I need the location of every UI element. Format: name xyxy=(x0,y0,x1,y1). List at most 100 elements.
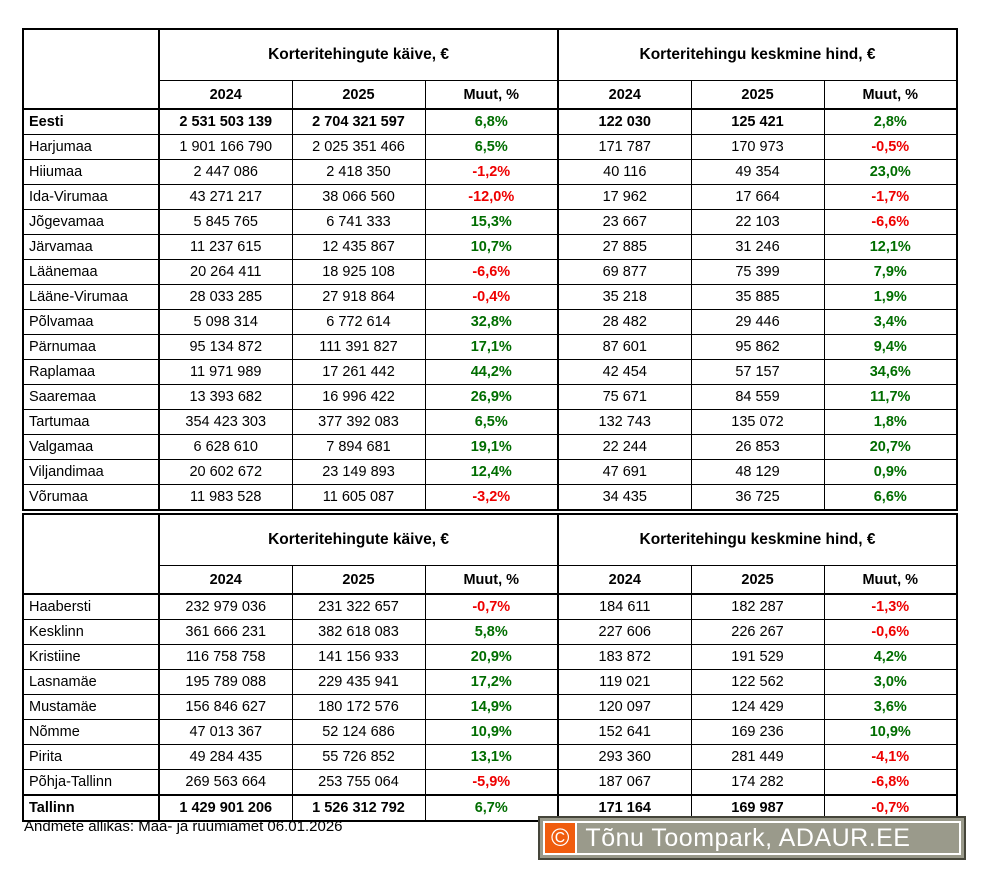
row-label: Tartumaa xyxy=(22,409,160,435)
price-2025-cell: 125 421 xyxy=(690,108,825,135)
turnover-change-cell: 10,7% xyxy=(424,234,560,260)
price-change-cell: 0,9% xyxy=(823,459,958,485)
price-2025-cell: 169 236 xyxy=(690,719,825,745)
turnover-2025-cell: 38 066 560 xyxy=(291,184,426,210)
table-row: Kristiine 116 758 758 141 156 933 20,9% 183 … xyxy=(22,644,958,670)
row-label: Jõgevamaa xyxy=(22,209,160,235)
turnover-2024-cell: 95 134 872 xyxy=(158,334,293,360)
price-group-header: Korteritehingu keskmine hind, € xyxy=(557,513,958,566)
price-change-cell: 23,0% xyxy=(823,159,958,185)
price-2025-cell: 48 129 xyxy=(690,459,825,485)
table-row: Valgamaa 6 628 610 7 894 681 19,1% 22 244 26 … xyxy=(22,434,958,460)
turnover-2025-cell: 2 025 351 466 xyxy=(291,134,426,160)
price-change-cell: 20,7% xyxy=(823,434,958,460)
price-2025-header: 2025 xyxy=(690,80,825,110)
table-row: Jõgevamaa 5 845 765 6 741 333 15,3% 23 667 22… xyxy=(22,209,958,235)
turnover-2025-cell: 231 322 657 xyxy=(291,593,426,620)
turnover-2024-cell: 361 666 231 xyxy=(158,619,293,645)
turnover-2025-cell: 180 172 576 xyxy=(291,694,426,720)
table-body: Haabersti 232 979 036 231 322 657 -0,7% 184 … xyxy=(22,593,958,822)
price-2025-cell: 170 973 xyxy=(690,134,825,160)
price-2024-cell: 35 218 xyxy=(557,284,692,310)
price-group-header: Korteritehingu keskmine hind, € xyxy=(557,28,958,81)
turnover-2024-cell: 195 789 088 xyxy=(158,669,293,695)
turnover-2024-header: 2024 xyxy=(158,80,293,110)
price-2024-cell: 184 611 xyxy=(557,593,692,620)
row-label: Lasnamäe xyxy=(22,669,160,695)
table-header: Korteritehingute käive, € Korteritehingu… xyxy=(22,513,958,595)
turnover-2024-cell: 20 264 411 xyxy=(158,259,293,285)
table-row: Hiiumaa 2 447 086 2 418 350 -1,2% 40 116 49 3… xyxy=(22,159,958,185)
price-change-cell: -0,5% xyxy=(823,134,958,160)
watermark-author-text: Tõnu Toompark, ADAUR.EE xyxy=(585,823,911,852)
turnover-change-cell: 17,1% xyxy=(424,334,560,360)
price-change-cell: 11,7% xyxy=(823,384,958,410)
turnover-2025-cell: 6 772 614 xyxy=(291,309,426,335)
turnover-change-cell: 20,9% xyxy=(424,644,560,670)
row-label: Kristiine xyxy=(22,644,160,670)
turnover-2025-cell: 52 124 686 xyxy=(291,719,426,745)
turnover-2024-cell: 11 971 989 xyxy=(158,359,293,385)
turnover-change-cell: -6,6% xyxy=(424,259,560,285)
year-header-row: 2024 2025 Muut, % 2024 2025 Muut, % xyxy=(23,565,958,595)
turnover-group-header: Korteritehingute käive, € xyxy=(158,28,560,81)
table-row: Saaremaa 13 393 682 16 996 422 26,9% 75 671 8… xyxy=(22,384,958,410)
turnover-2024-cell: 269 563 664 xyxy=(158,769,293,796)
year-header-row: 2024 2025 Muut, % 2024 2025 Muut, % xyxy=(23,80,958,110)
price-2024-cell: 69 877 xyxy=(557,259,692,285)
price-2024-cell: 28 482 xyxy=(557,309,692,335)
price-2025-cell: 122 562 xyxy=(690,669,825,695)
watermark-frame: © Tõnu Toompark, ADAUR.EE xyxy=(543,821,961,855)
price-2025-cell: 57 157 xyxy=(690,359,825,385)
price-2025-cell: 84 559 xyxy=(690,384,825,410)
row-label: Saaremaa xyxy=(22,384,160,410)
row-label: Harjumaa xyxy=(22,134,160,160)
price-2025-cell: 36 725 xyxy=(690,484,825,511)
table-row: Tallinn 1 429 901 206 1 526 312 792 6,7% 171… xyxy=(22,794,958,822)
price-change-cell: 4,2% xyxy=(823,644,958,670)
price-2024-cell: 17 962 xyxy=(557,184,692,210)
price-2024-cell: 22 244 xyxy=(557,434,692,460)
price-2024-cell: 42 454 xyxy=(557,359,692,385)
price-2024-cell: 34 435 xyxy=(557,484,692,511)
table-row: Pärnumaa 95 134 872 111 391 827 17,1% 87 601… xyxy=(22,334,958,360)
turnover-2024-cell: 28 033 285 xyxy=(158,284,293,310)
price-2024-cell: 227 606 xyxy=(557,619,692,645)
turnover-2025-cell: 18 925 108 xyxy=(291,259,426,285)
price-change-cell: 3,4% xyxy=(823,309,958,335)
price-2024-cell: 293 360 xyxy=(557,744,692,770)
table-row: Põhja-Tallinn 269 563 664 253 755 064 -5,9%… xyxy=(22,769,958,796)
corner-cell xyxy=(22,513,160,595)
table-row: Järvamaa 11 237 615 12 435 867 10,7% 27 885 3… xyxy=(22,234,958,260)
price-2024-cell: 132 743 xyxy=(557,409,692,435)
turnover-change-cell: -0,4% xyxy=(424,284,560,310)
turnover-2024-cell: 47 013 367 xyxy=(158,719,293,745)
turnover-group-header: Korteritehingute käive, € xyxy=(158,513,560,566)
turnover-2024-cell: 1 901 166 790 xyxy=(158,134,293,160)
turnover-2024-cell: 49 284 435 xyxy=(158,744,293,770)
watermark-badge: © Tõnu Toompark, ADAUR.EE xyxy=(538,816,966,860)
turnover-2025-cell: 55 726 852 xyxy=(291,744,426,770)
turnover-2025-cell: 27 918 864 xyxy=(291,284,426,310)
row-label: Haabersti xyxy=(22,593,160,620)
copyright-icon: © xyxy=(545,823,578,853)
price-2024-cell: 120 097 xyxy=(557,694,692,720)
price-2024-cell: 27 885 xyxy=(557,234,692,260)
price-2024-cell: 183 872 xyxy=(557,644,692,670)
tallinn-districts-table: Korteritehingute käive, € Korteritehingu… xyxy=(22,513,959,822)
turnover-2024-cell: 5 098 314 xyxy=(158,309,293,335)
price-change-cell: 3,0% xyxy=(823,669,958,695)
table-row: Haabersti 232 979 036 231 322 657 -0,7% 184 … xyxy=(22,593,958,620)
price-2024-cell: 119 021 xyxy=(557,669,692,695)
price-change-cell: 3,6% xyxy=(823,694,958,720)
price-2024-header: 2024 xyxy=(557,80,692,110)
turnover-change-cell: 13,1% xyxy=(424,744,560,770)
turnover-change-cell: 32,8% xyxy=(424,309,560,335)
corner-cell xyxy=(22,28,160,110)
price-change-cell: 9,4% xyxy=(823,334,958,360)
turnover-2025-cell: 17 261 442 xyxy=(291,359,426,385)
price-change-cell: -1,3% xyxy=(823,593,958,620)
row-label: Nõmme xyxy=(22,719,160,745)
price-change-cell: -0,6% xyxy=(823,619,958,645)
price-2024-cell: 187 067 xyxy=(557,769,692,796)
